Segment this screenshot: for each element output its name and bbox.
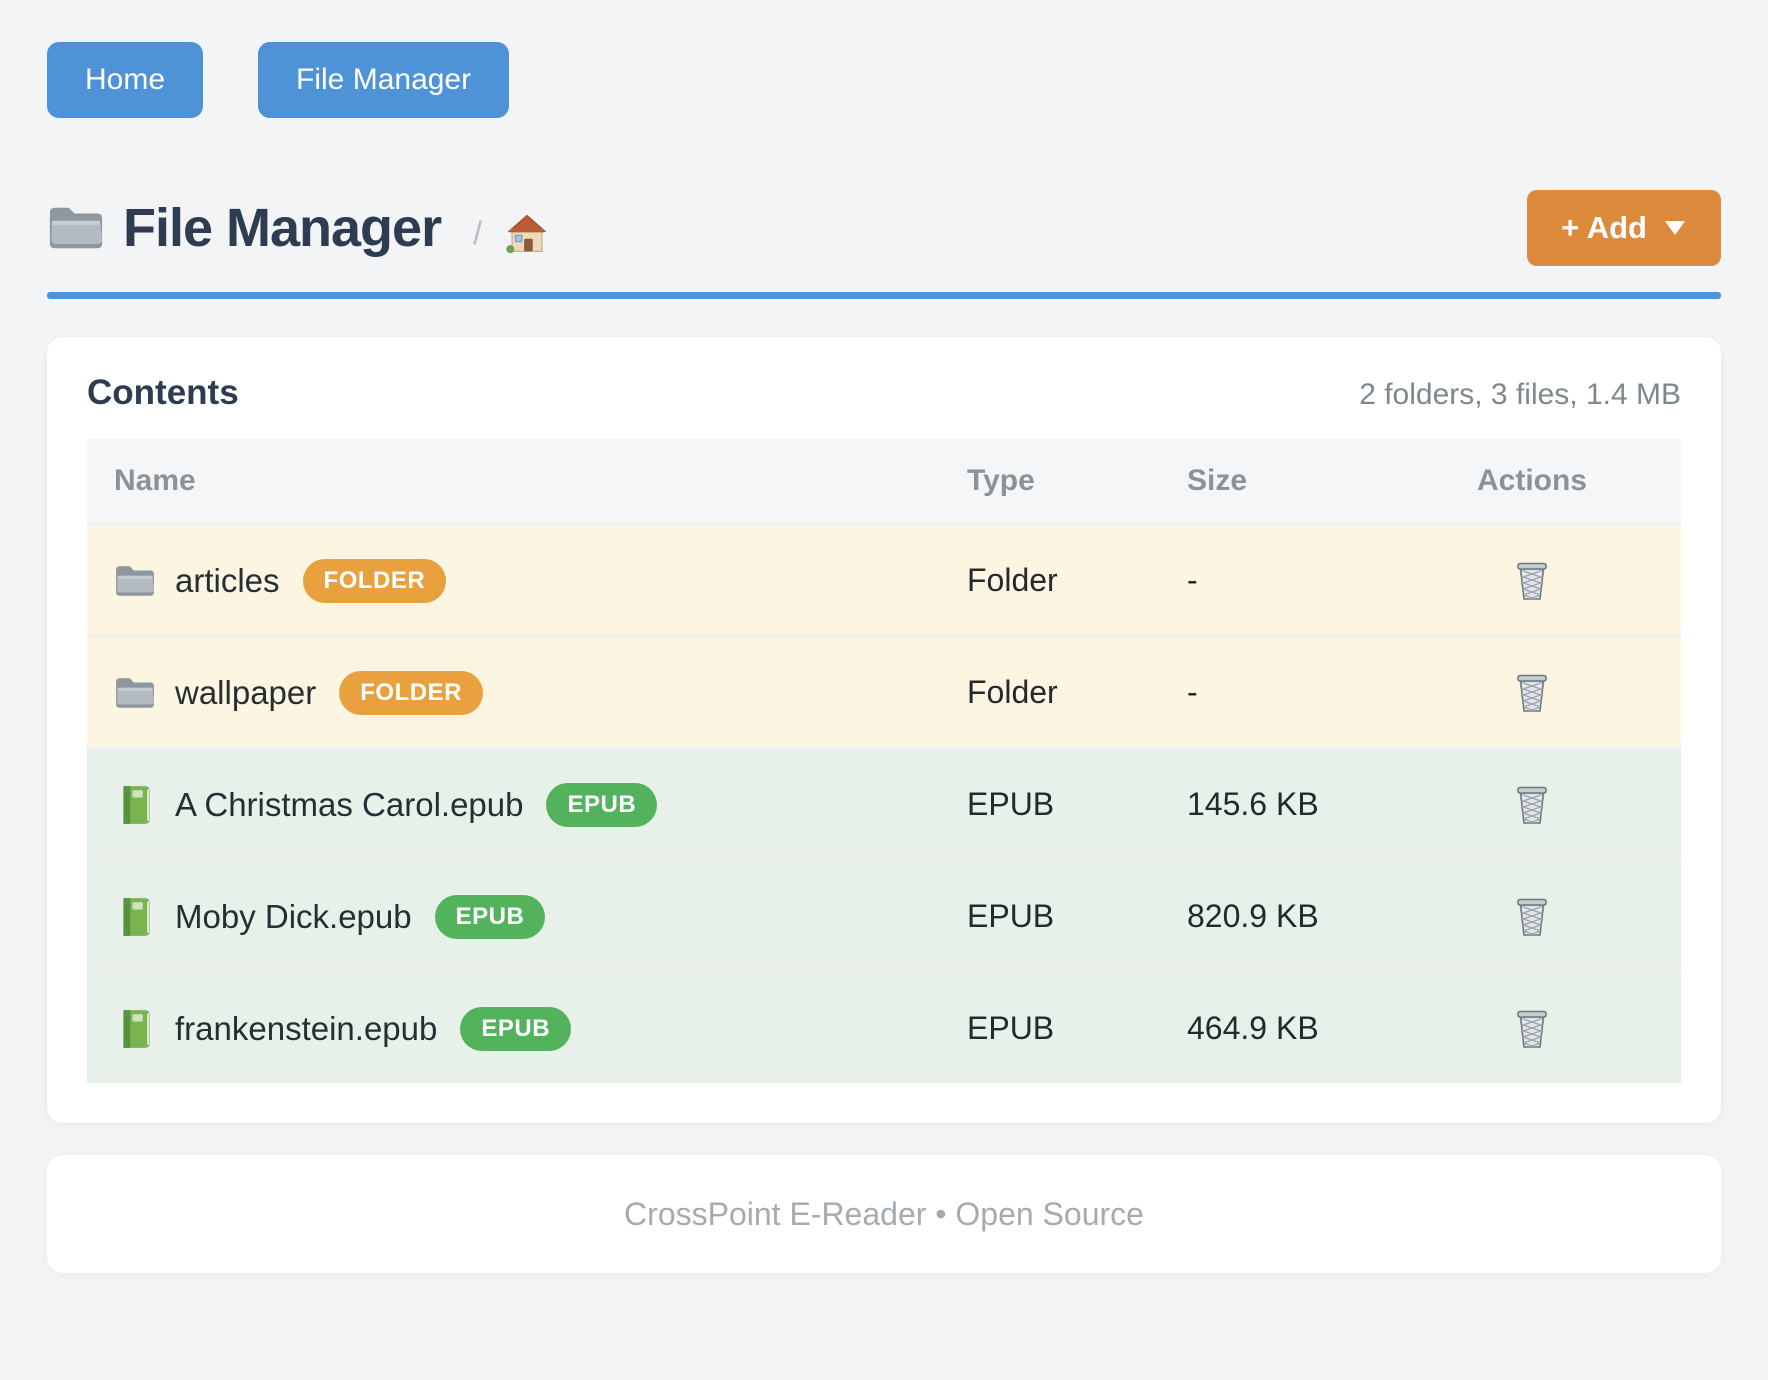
- file-manager-page: Home File Manager File Manager / + Add: [47, 42, 1721, 1273]
- footer: CrossPoint E-Reader • Open Source: [47, 1155, 1721, 1273]
- file-name: wallpaper: [175, 673, 317, 711]
- file-name-cell[interactable]: wallpaper FOLDER: [87, 670, 947, 715]
- file-size-cell: 464.9 KB: [1187, 1010, 1319, 1046]
- table-row: wallpaper FOLDER Folder -: [87, 635, 1681, 747]
- file-name-cell[interactable]: frankenstein.epub EPUB: [87, 1006, 947, 1051]
- file-name: articles: [175, 561, 280, 599]
- file-table: Name Type Size Actions articles FOLDER F…: [87, 439, 1681, 1083]
- contents-heading: Contents: [87, 373, 239, 412]
- trash-icon: [1517, 786, 1547, 824]
- trash-icon: [1517, 674, 1547, 712]
- nav-file-manager-button[interactable]: File Manager: [258, 42, 510, 118]
- file-type-cell: EPUB: [967, 1010, 1055, 1046]
- book-icon: [123, 785, 150, 824]
- folder-icon: [116, 565, 154, 596]
- delete-button[interactable]: [1510, 1004, 1554, 1054]
- breadcrumb-separator: /: [473, 214, 482, 251]
- table-row: Moby Dick.epub EPUB EPUB 820.9 KB: [87, 859, 1681, 971]
- contents-summary: 2 folders, 3 files, 1.4 MB: [1359, 378, 1681, 411]
- file-name-cell[interactable]: A Christmas Carol.epub EPUB: [87, 782, 947, 827]
- nav-home-button[interactable]: Home: [47, 42, 204, 118]
- add-button-label: + Add: [1561, 210, 1647, 245]
- contents-card-header: Contents 2 folders, 3 files, 1.4 MB: [87, 373, 1681, 413]
- book-icon: [123, 897, 150, 936]
- column-header-actions: Actions: [1476, 464, 1587, 497]
- file-type-cell: EPUB: [967, 898, 1055, 934]
- trash-icon: [1517, 562, 1547, 600]
- file-badge: EPUB: [434, 894, 546, 939]
- file-type-cell: Folder: [967, 562, 1058, 598]
- add-button[interactable]: + Add: [1527, 190, 1721, 266]
- delete-button[interactable]: [1510, 556, 1554, 606]
- delete-button[interactable]: [1510, 892, 1554, 942]
- contents-card: Contents 2 folders, 3 files, 1.4 MB Name…: [47, 337, 1721, 1123]
- table-row: articles FOLDER Folder -: [87, 523, 1681, 635]
- delete-button[interactable]: [1510, 780, 1554, 830]
- file-badge: EPUB: [546, 782, 658, 827]
- file-name-cell[interactable]: articles FOLDER: [87, 558, 947, 603]
- file-badge: EPUB: [460, 1006, 572, 1051]
- file-size-cell: 145.6 KB: [1187, 786, 1319, 822]
- caret-down-icon: [1665, 221, 1685, 235]
- file-name-cell[interactable]: Moby Dick.epub EPUB: [87, 894, 947, 939]
- trash-icon: [1517, 898, 1547, 936]
- file-name: Moby Dick.epub: [175, 897, 412, 935]
- table-body: articles FOLDER Folder -: [87, 523, 1681, 1083]
- page-title: File Manager: [123, 198, 442, 258]
- folder-icon: [116, 677, 154, 708]
- file-name: frankenstein.epub: [175, 1009, 438, 1047]
- home-icon[interactable]: [504, 211, 550, 255]
- file-size-cell: -: [1187, 562, 1198, 598]
- title-underline: [47, 292, 1721, 299]
- page-header: File Manager / + Add: [47, 190, 1721, 266]
- table-row: frankenstein.epub EPUB EPUB 464.9 KB: [87, 971, 1681, 1083]
- book-icon: [123, 1009, 150, 1048]
- trash-icon: [1517, 1010, 1547, 1048]
- file-type-cell: EPUB: [967, 786, 1055, 822]
- table-row: A Christmas Carol.epub EPUB EPUB 145.6 K…: [87, 747, 1681, 859]
- file-size-cell: -: [1187, 674, 1198, 710]
- file-type-cell: Folder: [967, 674, 1058, 710]
- column-header-type: Type: [967, 464, 1035, 497]
- file-size-cell: 820.9 KB: [1187, 898, 1319, 934]
- top-nav: Home File Manager: [47, 42, 1721, 118]
- file-name: A Christmas Carol.epub: [175, 785, 524, 823]
- title-wrap: File Manager /: [47, 197, 550, 259]
- file-badge: FOLDER: [302, 558, 447, 603]
- folder-icon: [49, 207, 103, 249]
- column-header-name: Name: [114, 464, 196, 497]
- table-header-row: Name Type Size Actions: [87, 439, 1681, 523]
- file-badge: FOLDER: [339, 670, 483, 715]
- column-header-size: Size: [1187, 464, 1248, 497]
- delete-button[interactable]: [1510, 668, 1554, 718]
- footer-text: CrossPoint E-Reader • Open Source: [624, 1195, 1144, 1232]
